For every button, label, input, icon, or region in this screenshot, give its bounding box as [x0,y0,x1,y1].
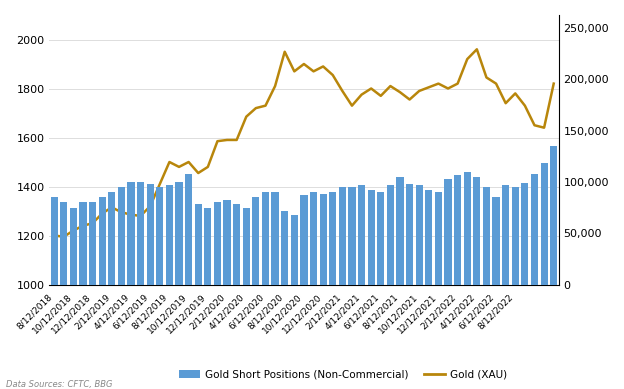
Bar [396,177,404,284]
Bar [310,192,317,284]
Bar [454,175,461,284]
Bar [368,190,375,284]
Bar [156,187,163,284]
Bar [377,192,384,284]
Text: Data Sources: CFTC, BBG: Data Sources: CFTC, BBG [6,380,113,389]
Bar [512,187,519,284]
Bar [291,215,298,284]
Bar [252,197,260,284]
Bar [108,192,115,284]
Bar [473,177,480,284]
Bar [492,197,500,284]
Bar [483,187,490,284]
Bar [416,185,423,284]
Bar [464,172,471,284]
Bar [79,202,87,284]
Bar [444,179,452,284]
Bar [127,182,135,284]
Bar [175,182,183,284]
Bar [319,194,327,284]
Bar [233,205,240,284]
Bar [147,184,154,284]
Bar [387,185,394,284]
Bar [358,185,365,284]
Bar [262,192,269,284]
Bar [271,192,279,284]
Bar [166,185,173,284]
Bar [540,163,548,284]
Bar [502,185,509,284]
Bar [204,207,212,284]
Bar [348,187,356,284]
Bar [281,210,288,284]
Bar [521,183,529,284]
Bar [195,205,202,284]
Bar [60,202,67,284]
Bar [329,192,336,284]
Bar [118,187,125,284]
Bar [243,207,250,284]
Legend: Gold Short Positions (Non-Commercial), Gold (XAU): Gold Short Positions (Non-Commercial), G… [175,365,512,384]
Bar [89,202,96,284]
Bar [300,195,308,284]
Bar [137,182,144,284]
Bar [339,187,346,284]
Bar [435,192,442,284]
Bar [406,184,413,284]
Bar [51,197,58,284]
Bar [550,146,557,284]
Bar [214,202,221,284]
Bar [99,197,106,284]
Bar [223,200,231,284]
Bar [70,207,77,284]
Bar [185,173,192,284]
Bar [531,173,538,284]
Bar [425,190,432,284]
